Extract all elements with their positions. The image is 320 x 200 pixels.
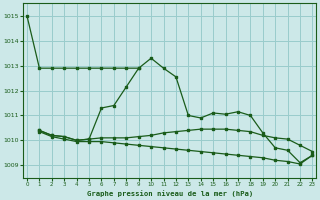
X-axis label: Graphe pression niveau de la mer (hPa): Graphe pression niveau de la mer (hPa) — [87, 190, 253, 197]
